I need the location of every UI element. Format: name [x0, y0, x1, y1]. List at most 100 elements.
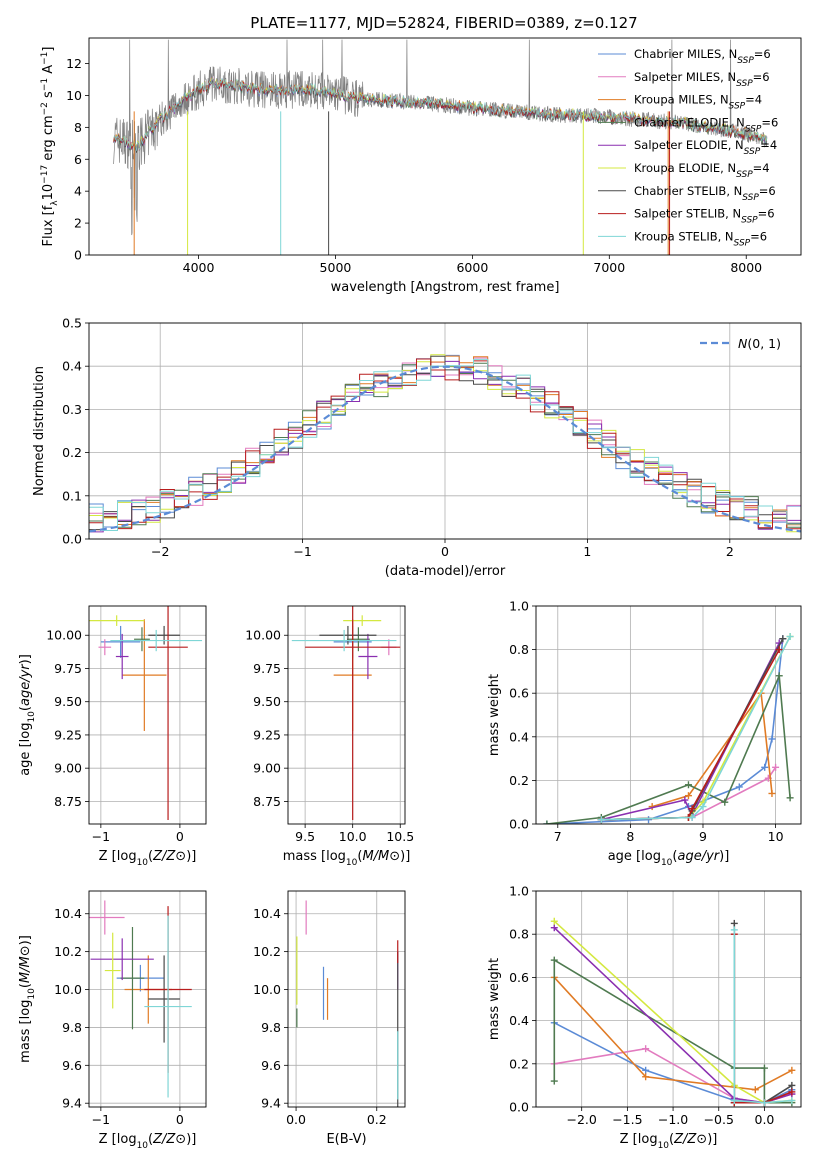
label-part: Kroupa STELIB, N — [634, 229, 734, 243]
model-spectrum — [113, 77, 768, 152]
y-tick-label: 0.4 — [62, 359, 82, 374]
x-tick-label: 0.0 — [286, 1112, 306, 1127]
y-tick-label: 0.4 — [509, 729, 529, 744]
weight-series — [546, 638, 784, 824]
label-part: age/yr — [677, 849, 720, 864]
x-tick-label: 2 — [726, 544, 734, 559]
y-tick-label: 9.50 — [54, 694, 82, 709]
label-part: (data-model)/error — [385, 564, 506, 579]
weight-series — [733, 929, 792, 1104]
weight-series — [553, 927, 793, 1104]
x-tick-label: −1.0 — [658, 1112, 688, 1127]
axes-frame — [88, 322, 802, 540]
y-tick-label: 9.50 — [253, 694, 281, 709]
label-part: 10 — [137, 1141, 149, 1151]
legend-label: Salpeter STELIB, NSSP=6 — [634, 207, 775, 226]
y-tick-label: 10.2 — [54, 944, 82, 959]
label-part: ( — [669, 1132, 674, 1147]
x-axis-label: wavelength [Angstrom, rest frame] — [331, 280, 560, 295]
label-part: =6 — [761, 115, 778, 129]
label-part: ( — [148, 849, 153, 864]
x-tick-label: 0 — [176, 1112, 184, 1127]
normal-curve — [89, 365, 801, 533]
y-tick-label: 9.8 — [62, 1020, 82, 1035]
y-tick-label: 0.0 — [509, 1100, 529, 1115]
label-part: )] — [186, 849, 196, 864]
y-tick-label: 10.00 — [245, 628, 281, 643]
x-tick-label: 9 — [699, 829, 707, 844]
axes-frame — [287, 890, 406, 1108]
y-tick-label: 9.75 — [253, 661, 281, 676]
label-part: )] — [18, 935, 33, 945]
label-part: λ — [50, 200, 60, 206]
y-tick-label: 9.25 — [54, 727, 82, 742]
plot-area — [89, 900, 192, 1098]
x-tick-label: −1 — [92, 1112, 110, 1127]
x-tick-label: 10.0 — [339, 829, 367, 844]
label-part: SSP — [744, 147, 761, 157]
legend-label: Salpeter MILES, NSSP=6 — [634, 70, 770, 89]
x-tick-label: 10 — [768, 829, 784, 844]
label-part: SSP — [742, 193, 759, 203]
label-part: −17 — [40, 165, 50, 184]
label-part: Chabrier STELIB, N — [634, 184, 742, 198]
y-tick-label: 0.4 — [509, 1013, 529, 1028]
label-part: Z [ — [99, 1132, 117, 1147]
y-tick-label: 10.00 — [46, 628, 82, 643]
plot-area — [113, 39, 768, 255]
axes-age_vs_mass: 9.5 10.0 10.5 8.75 9.00 9.25 9.50 9.75 10.00 mass… — [245, 605, 414, 868]
axes-frame — [88, 890, 207, 1108]
legend-label: Kroupa STELIB, NSSP=6 — [634, 229, 767, 248]
x-tick-label: 1 — [583, 544, 591, 559]
label-part: log — [641, 849, 661, 864]
x-tick-label: −1 — [293, 544, 311, 559]
y-tick-label: 0.2 — [509, 1056, 529, 1071]
label-part: Z [ — [620, 1132, 638, 1147]
y-tick-label: 9.8 — [261, 1020, 281, 1035]
axes-frame — [535, 890, 802, 1108]
label-part: )] — [707, 1132, 717, 1147]
x-tick-label: 0.2 — [367, 1112, 387, 1127]
y-tick-label: 0.1 — [62, 488, 82, 503]
label-part: Chabrier ELODIE, N — [634, 115, 745, 129]
label-part: M/M⊙ — [362, 849, 400, 864]
label-part: 10 — [27, 711, 37, 723]
label-part: 10 — [27, 988, 37, 1000]
histogram-series — [89, 358, 801, 539]
y-tick-label: 0.0 — [62, 532, 82, 547]
label-part: ( — [18, 983, 33, 988]
y-tick-label: 0.5 — [62, 316, 82, 331]
y-tick-label: 0.3 — [62, 402, 82, 417]
x-axis-label: Z [log10(Z/Z⊙)] — [620, 1132, 718, 1151]
x-tick-label: −1.5 — [612, 1112, 642, 1127]
y-tick-label: 12 — [66, 56, 82, 71]
y-tick-label: 4 — [74, 184, 82, 199]
label-part: s — [41, 91, 56, 102]
label-part: log — [117, 1132, 137, 1147]
y-tick-label: 9.4 — [62, 1096, 82, 1111]
y-tick-label: 1.0 — [509, 599, 529, 614]
y-tick-label: 10.0 — [54, 982, 82, 997]
label-part: =6 — [759, 184, 776, 198]
x-tick-label: −1 — [92, 829, 110, 844]
plot-area — [550, 917, 796, 1107]
label-part: )] — [186, 1132, 196, 1147]
axes-weight_vs_Z: −2.0 −1.5 −1.0 −0.5 0.0 0.0 0.2 0.4 0.6 0.8 1.0 Z [… — [487, 884, 802, 1151]
y-tick-label: 9.00 — [54, 761, 82, 776]
label-part: age/yr — [18, 663, 33, 706]
y-tick-label: 9.6 — [62, 1058, 82, 1073]
label-part: =4 — [760, 138, 777, 152]
y-tick-label: 0.2 — [509, 773, 529, 788]
observed-spectrum — [113, 39, 768, 236]
label-part: ( — [18, 706, 33, 711]
axes-frame — [287, 605, 406, 825]
x-tick-label: 0 — [441, 544, 449, 559]
label-part: mass [ — [283, 849, 326, 864]
legend-label: Kroupa ELODIE, NSSP=4 — [634, 161, 770, 180]
label-part: −1 — [40, 52, 50, 65]
weight-series — [733, 923, 793, 1104]
y-tick-label: 0 — [74, 248, 82, 263]
